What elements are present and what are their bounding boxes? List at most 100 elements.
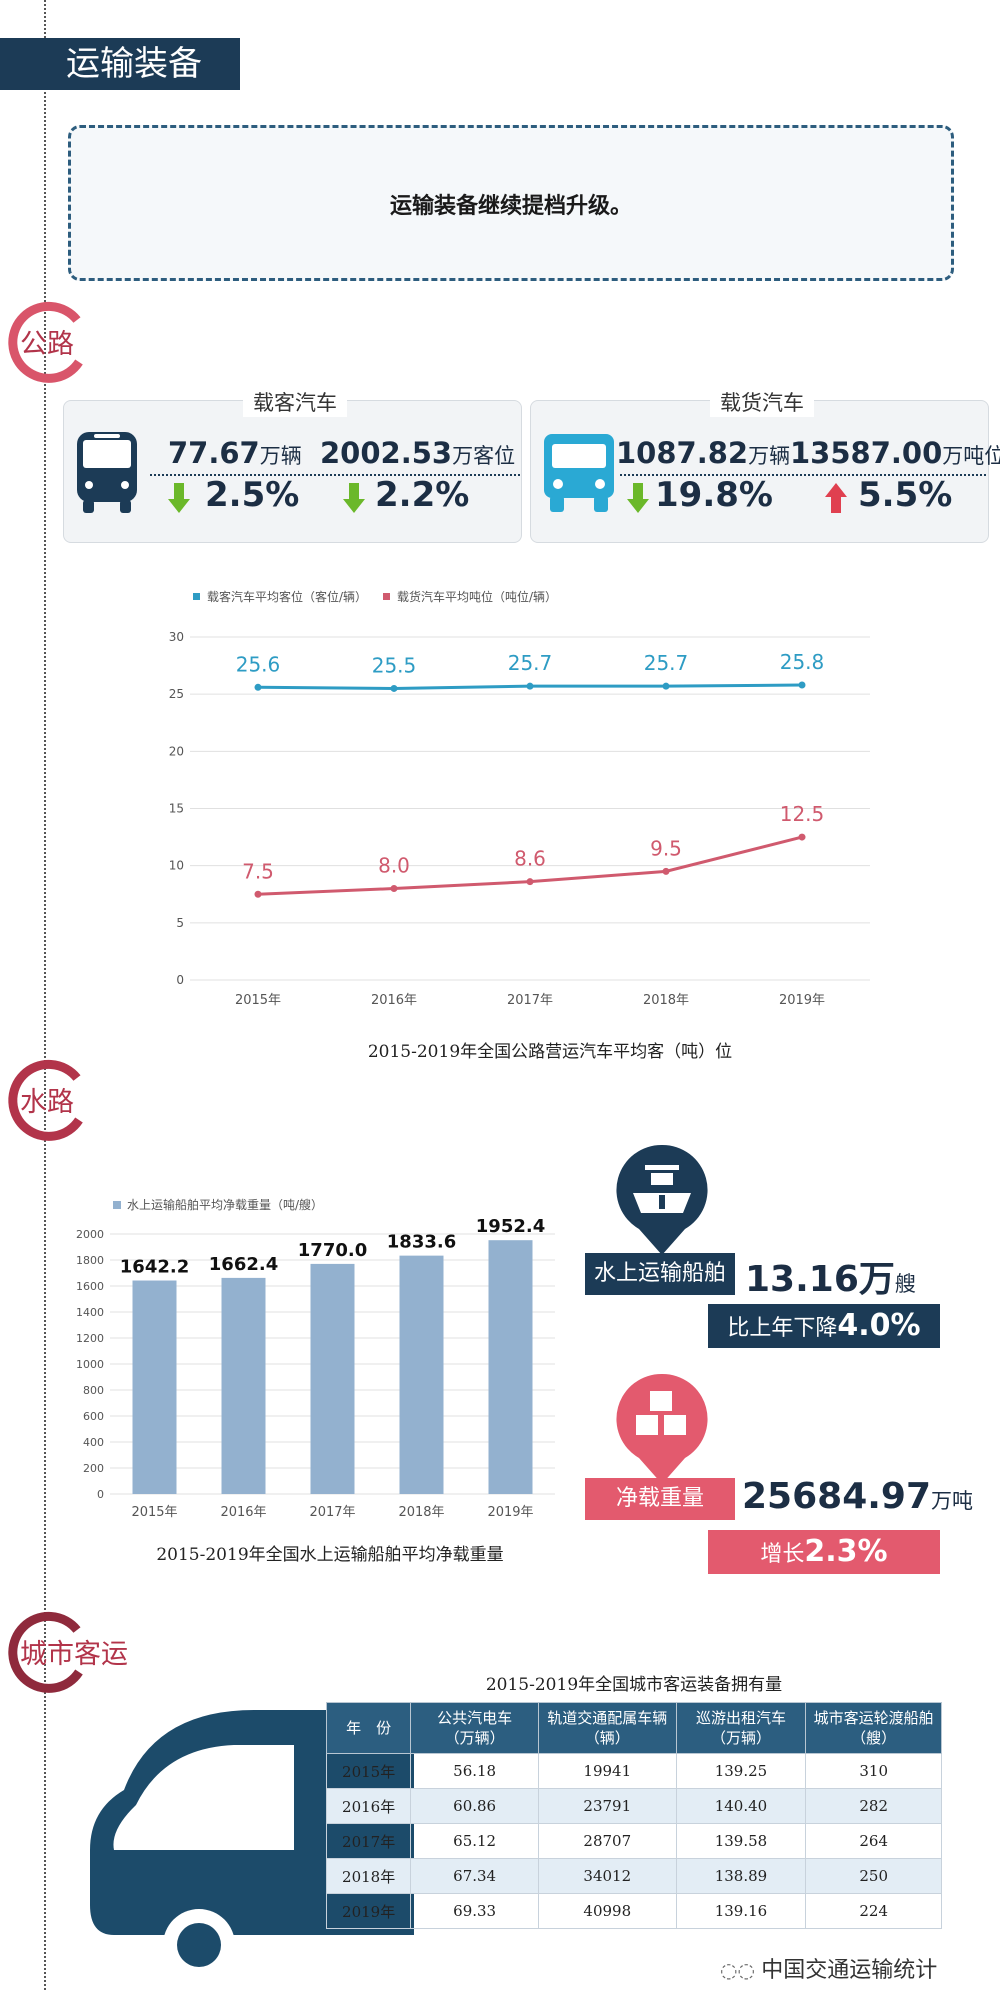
y-tick-label: 2000 — [76, 1228, 104, 1241]
truck-icon — [544, 434, 614, 512]
x-tick-label: 2017年 — [309, 1505, 355, 1520]
x-tick-label: 2018年 — [398, 1505, 444, 1520]
header-taxi-label: 巡游出租汽车 — [695, 1709, 786, 1727]
cell-taxi: 139.25 — [675, 1753, 807, 1789]
city-table-title: 2015-2019年全国城市客运装备拥有量 — [485, 1675, 783, 1695]
passenger-card — [63, 400, 522, 543]
line-chart-x-ticks: 2015年 2016年 2017年 2018年 2019年 — [235, 993, 825, 1008]
bar-value-label: 1952.4 — [476, 1216, 545, 1237]
freight-vehicles-stat: 1087.82万辆 — [616, 436, 790, 470]
cell-rail: 40998 — [537, 1893, 677, 1929]
data-label: 25.7 — [644, 651, 689, 675]
y-tick-label: 200 — [83, 1462, 104, 1475]
freight-vehicles-change: 19.8% — [655, 475, 773, 515]
passenger-seats-change: 2.2% — [375, 475, 470, 515]
x-tick-label: 2018年 — [643, 993, 689, 1008]
header-bus-label: 公共汽电车 — [437, 1709, 513, 1727]
data-point — [798, 833, 806, 841]
bar — [132, 1280, 177, 1494]
y-tick-label: 15 — [169, 802, 184, 816]
x-tick-label: 2015年 — [131, 1505, 177, 1520]
ships-unit-sou: 艘 — [894, 1272, 916, 1296]
freight-vehicles-unit: 万辆 — [748, 444, 791, 468]
bar-value-label: 1770.0 — [298, 1240, 367, 1261]
cell-ferry: 282 — [805, 1788, 942, 1824]
data-label: 8.6 — [514, 847, 546, 871]
table-row: 2017年 65.12 28707 139.58 264 — [325, 1823, 942, 1859]
y-tick-label: 1200 — [76, 1332, 104, 1345]
data-label: 8.0 — [378, 854, 410, 878]
cell-year: 2017年 — [325, 1823, 412, 1859]
x-tick-label: 2019年 — [487, 1505, 533, 1520]
bar — [221, 1277, 266, 1494]
deadweight-value: 25684.97 — [742, 1476, 932, 1517]
passenger-vehicles-change: 2.5% — [205, 475, 300, 515]
passenger-vehicles-stat: 77.67万辆 — [168, 436, 302, 470]
data-point — [254, 890, 262, 898]
bar-value-label: 1833.6 — [387, 1232, 456, 1253]
x-tick-label: 2019年 — [779, 993, 825, 1008]
data-point — [662, 867, 670, 875]
cargo-boxes-pin-icon — [616, 1373, 708, 1484]
x-tick-label: 2017年 — [507, 993, 553, 1008]
bus-icon — [77, 432, 137, 513]
data-label: 7.5 — [242, 859, 274, 883]
watermark: ◌◌ 中国交通运输统计 — [720, 1952, 937, 1984]
highway-section-arc-icon — [8, 301, 83, 383]
y-tick-label: 0 — [176, 973, 184, 987]
legend-swatch — [113, 1201, 121, 1209]
deadweight-stat: 25684.97万吨 — [742, 1476, 973, 1517]
deadweight-change-box: 增长2.3% — [708, 1530, 940, 1574]
header-ferry-unit: （艘） — [851, 1729, 897, 1747]
y-tick-label: 1800 — [76, 1254, 104, 1267]
table-header-row: 年 份 公共汽电车 （万辆） 轨道交通配属车辆 （辆） 巡游出租汽车 （万辆） 城市客… — [325, 1702, 942, 1754]
cell-taxi: 139.16 — [675, 1893, 807, 1929]
data-point — [526, 682, 534, 690]
cell-bus: 60.86 — [410, 1788, 539, 1824]
header-ferry: 城市客运轮渡船舶 （艘） — [805, 1702, 942, 1754]
line-chart-legend: 载客汽车平均客位（客位/辆） 载货汽车平均吨位（吨位/辆） — [193, 589, 557, 604]
watermark-text: 中国交通运输统计 — [761, 1958, 938, 1983]
table-row: 2015年 56.18 19941 139.25 310 — [325, 1753, 942, 1789]
passenger-card-title: 载客汽车 — [243, 387, 347, 417]
city-equipment-table: 年 份 公共汽电车 （万辆） 轨道交通配属车辆 （辆） 巡游出租汽车 （万辆） 城市客… — [325, 1702, 942, 1929]
header-year-label: 年 份 — [346, 1719, 392, 1737]
water-section-arc-icon — [8, 1059, 83, 1141]
y-tick-label: 1600 — [76, 1280, 104, 1293]
passenger-vehicles-value: 77.67 — [168, 436, 260, 470]
data-point — [526, 878, 534, 886]
cell-rail: 28707 — [537, 1823, 677, 1859]
deadweight-unit: 万吨 — [931, 1489, 974, 1513]
legend-swatch — [193, 593, 200, 600]
y-tick-label: 1000 — [76, 1358, 104, 1371]
y-tick-label: 10 — [169, 859, 184, 873]
data-point — [390, 684, 398, 692]
ships-change-box: 比上年下降4.0% — [708, 1304, 940, 1348]
legend-swatch — [383, 593, 390, 600]
deadweight-change-value: 2.3% — [804, 1534, 888, 1569]
title-bar — [0, 38, 240, 90]
water-bar-chart: 水上运输船舶平均净载重量（吨/艘） 0 200 400 600 800 1000 1200 1… — [76, 1197, 555, 1520]
header-bus: 公共汽电车 （万辆） — [410, 1702, 539, 1754]
header-year: 年 份 — [325, 1702, 412, 1754]
intro-text: 运输装备继续提档升级。 — [389, 194, 632, 219]
header-rail-unit: （辆） — [584, 1729, 630, 1747]
ships-unit-wan: 万 — [858, 1259, 895, 1300]
y-tick-label: 5 — [176, 916, 184, 930]
header-rail: 轨道交通配属车辆 （辆） — [537, 1702, 677, 1754]
x-tick-label: 2016年 — [220, 1505, 266, 1520]
line-chart-grid — [190, 636, 870, 981]
cell-year: 2018年 — [325, 1858, 412, 1894]
cell-rail: 34012 — [537, 1858, 677, 1894]
city-section-label: 城市客运 — [20, 1639, 128, 1670]
y-tick-label: 0 — [97, 1488, 104, 1501]
data-point — [662, 682, 670, 690]
cell-year: 2016年 — [325, 1788, 412, 1824]
deadweight-label: 净载重量 — [585, 1478, 735, 1520]
data-label: 25.8 — [780, 650, 825, 674]
freight-tonnage-stat: 13587.00万吨位 — [790, 436, 1000, 470]
page-title: 运输装备 — [66, 44, 202, 84]
cell-bus: 65.12 — [410, 1823, 539, 1859]
freight-divider — [620, 474, 986, 476]
cell-rail: 19941 — [537, 1753, 677, 1789]
